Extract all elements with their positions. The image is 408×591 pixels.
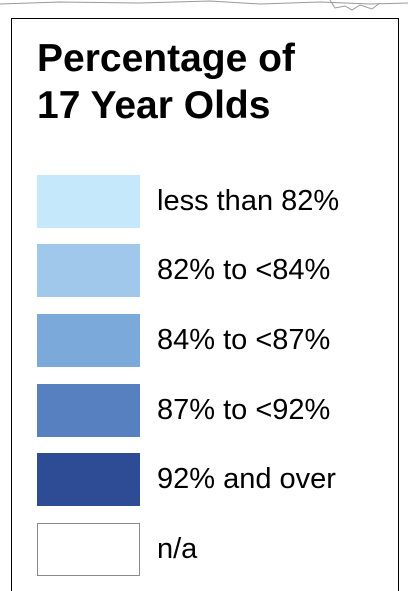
legend-item-less-than-82: less than 82% (37, 175, 397, 230)
legend-label-less-than-82: less than 82% (157, 185, 340, 217)
map-fragment-top (0, 0, 408, 14)
legend-title-line-1: Percentage of (37, 37, 295, 80)
legend-item-84-to-87: 84% to <87% (37, 314, 397, 369)
legend-label-84-to-87: 84% to <87% (157, 324, 331, 356)
legend-swatch-na (37, 523, 140, 576)
legend-swatch-92-and-over (37, 453, 140, 506)
legend-swatch-87-to-92 (37, 384, 140, 437)
legend-label-82-to-84: 82% to <84% (157, 254, 331, 286)
legend-swatch-84-to-87 (37, 314, 140, 367)
legend-label-92-and-over: 92% and over (157, 463, 336, 495)
legend-item-82-to-84: 82% to <84% (37, 244, 397, 299)
legend-item-87-to-92: 87% to <92% (37, 384, 397, 439)
legend-title-line-2: 17 Year Olds (37, 84, 271, 127)
legend-item-92-and-over: 92% and over (37, 453, 397, 508)
legend-swatch-less-than-82 (37, 175, 140, 228)
map-legend: Percentage of 17 Year Olds less than 82%… (11, 18, 399, 591)
legend-label-na: n/a (157, 533, 198, 565)
legend-title: Percentage of 17 Year Olds (37, 35, 397, 129)
legend-label-87-to-92: 87% to <92% (157, 394, 331, 426)
legend-swatch-82-to-84 (37, 244, 140, 297)
legend-item-na: n/a (37, 523, 397, 578)
